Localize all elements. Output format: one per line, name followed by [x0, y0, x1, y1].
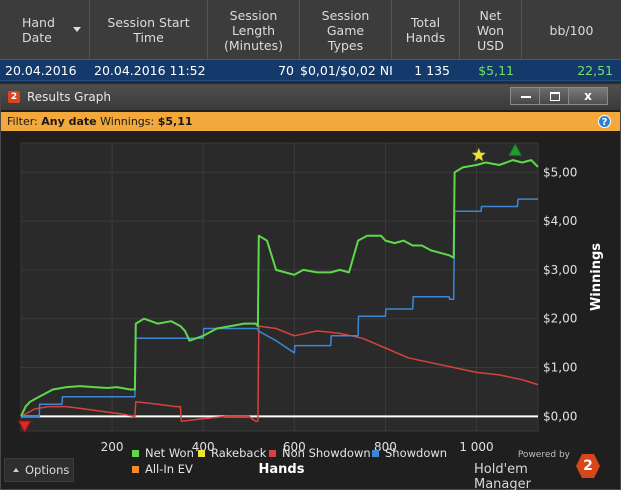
filter-winnings-label: Winnings: [100, 115, 155, 128]
legend-swatch [372, 449, 379, 457]
legend-item-rakeback[interactable]: Rakeback [198, 446, 266, 460]
low-triangle-marker [17, 420, 32, 434]
legend-swatch [132, 465, 139, 473]
cell-start-time: 20.04.2016 11:52 [94, 62, 206, 78]
sort-arrow-icon[interactable] [73, 27, 81, 32]
column-bb100-label: bb/100 [549, 22, 594, 38]
window-title: Results Graph [27, 90, 111, 104]
y-tick-label: $4,00 [543, 214, 577, 228]
results-chart: 200 400 600 800 1 000 $0,00 $1,00 $2,00 $3,00 $4,… [1, 133, 620, 489]
y-tick-label: $3,00 [543, 263, 577, 277]
close-button[interactable]: x [568, 87, 608, 105]
x-tick-label: 400 [192, 440, 215, 454]
legend-item-showdown[interactable]: Showdown [372, 446, 447, 460]
column-hand-date-label: Hand Date [22, 15, 55, 45]
x-tick-label: 200 [101, 440, 124, 454]
column-game-types-label: Session Game Types [321, 7, 370, 53]
maximize-icon [550, 92, 560, 101]
chart-svg: 200 400 600 800 1 000 $0,00 $1,00 $2,00 $3,00 $4,… [17, 142, 604, 477]
cell-game-types: $0,01/$0,02 NI [300, 62, 392, 78]
brand-block: Powered by Hold'em Manager 2 [474, 450, 600, 490]
legend-item-all-in-ev[interactable]: All-In EV [132, 462, 193, 476]
legend-swatch [269, 449, 276, 457]
legend-item-net-won[interactable]: Net Won [132, 446, 194, 460]
cell-session-length: 70 [278, 62, 294, 78]
rakeback-star-marker [471, 147, 487, 162]
cell-hand-date: 20.04.2016 [5, 62, 77, 78]
y-tick-label: $1,00 [543, 361, 577, 375]
chart-legend: Net Won Rakeback Non Showdown Showdown A… [132, 444, 472, 478]
high-triangle-marker [508, 143, 523, 156]
column-net-won[interactable]: Net Won USD [460, 0, 522, 60]
column-session-length-label: Session Length (Minutes) [224, 7, 283, 53]
y-axis-label: Winnings [589, 243, 604, 311]
x-tick-label: 600 [283, 440, 306, 454]
legend-label: All-In EV [145, 462, 193, 476]
plot-area [20, 142, 539, 432]
series-net-won [20, 159, 539, 417]
y-tick-label: $0,00 [543, 409, 577, 423]
results-graph-window: 2 Results Graph x Filter: Any date Winni… [0, 84, 621, 490]
y-tick-label: $5,00 [543, 165, 577, 179]
help-icon[interactable]: ? [598, 115, 611, 128]
window-titlebar[interactable]: 2 Results Graph x [1, 85, 620, 110]
x-axis-label: Hands [259, 462, 305, 477]
legend-label: Non Showdown [282, 446, 371, 460]
series-non-showdown [20, 325, 539, 422]
app-logo-icon: 2 [8, 91, 20, 103]
window-controls: x [510, 87, 608, 105]
table-row[interactable]: 20.04.2016 20.04.2016 11:52 70 $0,01/$0,… [0, 60, 621, 81]
filter-winnings-value: $5,11 [157, 115, 193, 128]
maximize-button[interactable] [539, 87, 569, 105]
legend-label: Showdown [385, 446, 448, 460]
column-total-hands-label: Total Hands [405, 15, 446, 45]
minimize-icon [521, 96, 531, 98]
column-session-start[interactable]: Session Start Time [90, 0, 208, 60]
column-session-start-label: Session Start Time [107, 15, 190, 45]
column-total-hands[interactable]: Total Hands [392, 0, 460, 60]
y-tick-label: $2,00 [543, 312, 577, 326]
x-tick-label: 1 000 [459, 440, 493, 454]
options-label: Options [25, 463, 70, 477]
legend-label: Net Won [145, 446, 194, 460]
column-game-types[interactable]: Session Game Types [300, 0, 392, 60]
filter-date-value: Any date [41, 115, 97, 128]
powered-by-text: Powered by [517, 450, 570, 460]
minimize-button[interactable] [510, 87, 540, 105]
column-hand-date[interactable]: Hand Date [0, 0, 90, 60]
column-session-length[interactable]: Session Length (Minutes) [208, 0, 300, 60]
column-bb100[interactable]: bb/100 [522, 0, 621, 60]
legend-label: Rakeback [211, 446, 267, 460]
filter-bar: Filter: Any date Winnings: $5,11 ? [1, 112, 620, 131]
legend-swatch [198, 449, 205, 457]
close-icon: x [584, 89, 592, 103]
x-tick-label: 800 [374, 440, 397, 454]
table-header: Hand Date Session Start Time Session Len… [0, 0, 621, 60]
filter-label: Filter: [7, 115, 38, 128]
legend-swatch [132, 449, 139, 457]
cell-bb100: 22,51 [577, 62, 613, 78]
column-net-won-label: Net Won USD [476, 7, 505, 53]
brand-name: Hold'em Manager [474, 462, 531, 490]
options-button[interactable]: Options [4, 458, 74, 482]
cell-net-won: $5,11 [478, 62, 514, 78]
cell-total-hands: 1 135 [414, 62, 450, 78]
legend-item-non-showdown[interactable]: Non Showdown [269, 446, 371, 460]
hm2-logo-icon: 2 [576, 454, 600, 478]
caret-up-icon [13, 468, 19, 472]
